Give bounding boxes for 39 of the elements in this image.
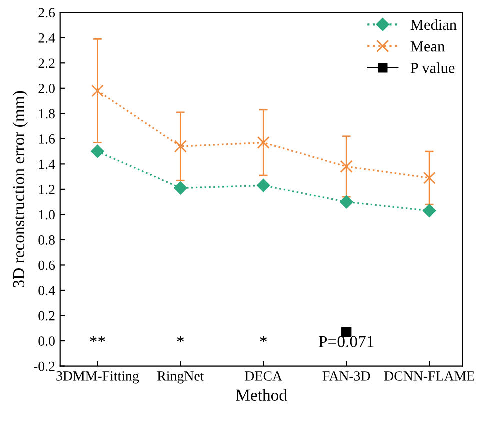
point	[340, 160, 353, 173]
x-tick-label: 3DMM-Fitting	[56, 372, 140, 384]
x-axis-title: Method	[236, 389, 288, 402]
y-tick-label: 1.2	[39, 185, 55, 194]
y-tick-label: 2.4	[38, 34, 56, 43]
annotation: *	[177, 336, 184, 342]
y-tick-label: 1.4	[39, 160, 56, 170]
y-axis-title: 3D reconstruction error (mm)	[12, 91, 28, 288]
y-tick-label: -0.2	[34, 362, 55, 372]
y-tick-label: 1.8	[39, 109, 55, 119]
legend-label: Median	[410, 19, 457, 30]
y-tick-label: 1.6	[39, 134, 56, 144]
y-tick-label: 2.2	[38, 58, 55, 68]
x-tick-label: DCNN-FLAME	[384, 372, 474, 381]
point	[340, 195, 354, 209]
point	[422, 204, 436, 218]
y-tick-label: 1.0	[39, 210, 55, 220]
point	[174, 182, 188, 195]
point	[91, 84, 104, 98]
legend-label: Mean	[410, 42, 445, 52]
y-tick-label: 2.6	[38, 8, 56, 18]
point	[174, 140, 187, 153]
y-tick-label: 2.0	[38, 84, 55, 94]
point	[257, 136, 270, 149]
point	[257, 179, 270, 192]
point	[423, 172, 436, 184]
annotation: P=0.071	[319, 336, 374, 348]
x-tick-label: DECA	[245, 372, 282, 381]
legend-label: P value	[410, 62, 455, 74]
y-tick-label: 0.6	[38, 260, 56, 270]
x-tick-label: RingNet	[158, 372, 204, 384]
y-tick-label: 0.0	[38, 336, 55, 346]
y-tick-label: 0.8	[38, 236, 55, 245]
x-tick-label: FAN-3D	[322, 372, 370, 381]
y-tick-label: 0.2	[38, 311, 55, 321]
y-tick-label: 0.4	[38, 286, 56, 296]
annotation: *	[260, 336, 268, 342]
point	[91, 144, 104, 158]
annotation: **	[90, 336, 106, 342]
